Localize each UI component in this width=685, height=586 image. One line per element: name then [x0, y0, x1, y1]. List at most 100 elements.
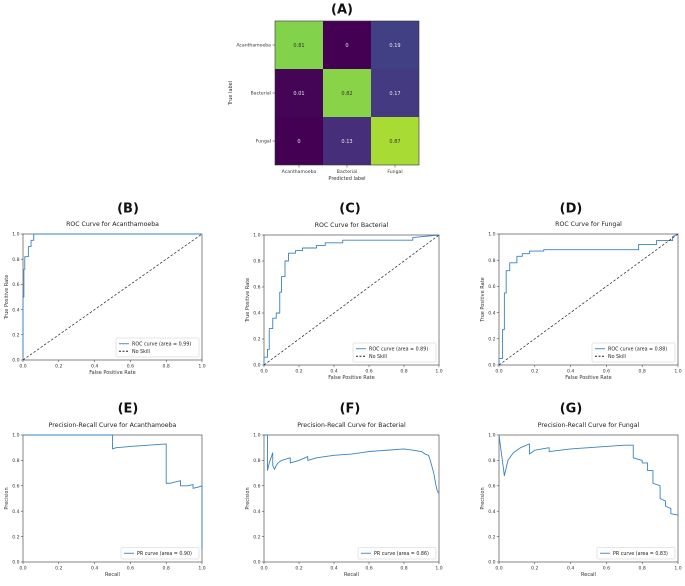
- x-tick-label: 0.2: [55, 364, 62, 370]
- x-tick-label: 0.6: [365, 369, 372, 375]
- heatmap-cell: [275, 21, 323, 69]
- y-tick-label: 0.8: [12, 458, 19, 464]
- heatmap-cell: [275, 69, 323, 117]
- x-tick-label: 0.8: [163, 566, 170, 572]
- x-tick-label: Acanthamoeba: [282, 169, 317, 175]
- y-tick-label: 0.2: [253, 337, 260, 343]
- heatmap-value: 0.82: [341, 91, 352, 97]
- y-tick-label: 0.2: [488, 337, 495, 343]
- x-tick-label: 0.2: [295, 566, 302, 572]
- y-tick-label: 0.6: [488, 284, 495, 290]
- y-tick-label: 0.8: [12, 257, 19, 263]
- panel-letter-f: (F): [340, 402, 361, 417]
- y-axis-label: True Positive Rate: [480, 277, 486, 323]
- plot-frame: [498, 434, 679, 563]
- y-tick-label: 0.8: [488, 458, 495, 464]
- chart-title: Precision-Recall Curve for Fungal: [538, 422, 640, 429]
- legend-box: [596, 547, 676, 560]
- y-tick-label: 0.6: [12, 282, 19, 288]
- x-tick-label: 0.4: [567, 566, 574, 572]
- x-tick-label: 0.8: [163, 364, 170, 370]
- chart-title: ROC Curve for Bacterial: [315, 222, 389, 229]
- x-tick-label: 0.8: [400, 369, 407, 375]
- plot-frame: [263, 234, 440, 366]
- x-axis-label: Recall: [344, 572, 359, 578]
- heatmap-cell: [323, 117, 371, 165]
- x-tick-label: 0.6: [127, 566, 134, 572]
- y-tick-label: Acanthamoeba: [236, 43, 271, 49]
- y-tick-label: 0.0: [12, 560, 19, 566]
- plot-frame: [498, 233, 679, 366]
- y-tick-label: 0.0: [488, 363, 495, 369]
- panel-letter-c: (C): [339, 202, 360, 217]
- curve-line: [498, 434, 679, 516]
- curve-line: [263, 234, 440, 365]
- y-axis-label: True Positive Rate: [245, 278, 251, 324]
- x-tick-label: 0.0: [495, 566, 502, 572]
- panel-letter-a: (A): [331, 3, 353, 18]
- x-tick-label: 0.6: [603, 566, 610, 572]
- legend-box: [120, 547, 200, 560]
- y-tick-label: 0.2: [253, 534, 260, 540]
- x-axis-label: Recall: [105, 572, 120, 578]
- panel-letter-d: (D): [560, 202, 583, 217]
- no-skill-line: [263, 234, 440, 366]
- x-axis-label: Recall: [581, 572, 596, 578]
- heatmap-cell: [275, 117, 323, 165]
- x-tick-label: 0.6: [603, 369, 610, 375]
- y-tick-label: 0.2: [488, 534, 495, 540]
- heatmap-cell: [371, 21, 419, 69]
- y-axis-label: Precision: [4, 487, 10, 509]
- chart-a: 0.81 0 0.19 0.01 0.82 0.17 0 0.13 0.87 Acanthamoe…: [228, 20, 420, 182]
- y-axis-label: True Positive Rate: [4, 275, 10, 321]
- y-tick-label: 0.6: [488, 484, 495, 490]
- legend-box: [352, 342, 437, 363]
- curve-line: [23, 434, 203, 550]
- y-tick-label: 1.0: [488, 433, 495, 439]
- x-tick-label: 0.4: [91, 566, 98, 572]
- panel-letter-b: (B): [117, 202, 139, 217]
- legend-box: [591, 342, 676, 363]
- y-tick-label: 1.0: [488, 232, 495, 238]
- chart-title: ROC Curve for Acanthamoeba: [66, 221, 159, 228]
- legend-label: PR curve (area = 0.90): [137, 551, 192, 557]
- chart-c: ROC Curve for Bacterial 0.0 0.2 0.4 0.6 0.8 1.…: [245, 222, 443, 381]
- chart-d: ROC Curve for Fungal 0.0 0.2 0.4 0.6 0.8 1.0 0.…: [480, 221, 682, 381]
- y-tick-label: 1.0: [12, 232, 19, 238]
- x-tick-label: 0.2: [531, 369, 538, 375]
- heatmap-value: 0: [297, 139, 300, 145]
- y-tick-label: 0.4: [488, 509, 495, 515]
- x-tick-label: 0.4: [330, 369, 337, 375]
- legend-label: ROC curve (area = 0.89): [369, 346, 428, 352]
- x-tick-label: 0.6: [365, 566, 372, 572]
- y-tick-label: 1.0: [253, 433, 260, 439]
- x-axis-label: Predicted label: [328, 176, 365, 182]
- legend-label: No Skill: [608, 354, 626, 360]
- chart-e: Precision-Recall Curve for Acanthamoeba 0…: [4, 422, 206, 578]
- y-tick-label: 0.4: [12, 307, 19, 313]
- plot-frame: [22, 434, 203, 563]
- y-tick-label: Bacterial: [251, 91, 271, 97]
- x-axis-label: False Positive Rate: [328, 375, 374, 381]
- heatmap-value: 0.13: [341, 139, 352, 145]
- legend-box: [357, 547, 437, 560]
- legend-label: PR curve (area = 0.83): [613, 551, 668, 557]
- chart-title: Precision-Recall Curve for Bacterial: [297, 422, 406, 429]
- x-tick-label: 0.4: [330, 566, 337, 572]
- y-tick-label: 0.0: [253, 560, 260, 566]
- chart-title: ROC Curve for Fungal: [555, 221, 622, 228]
- x-tick-label: 0.4: [567, 369, 574, 375]
- x-tick-label: 0.6: [127, 364, 134, 370]
- legend-label: ROC curve (area = 0.88): [608, 346, 667, 352]
- y-tick-label: Fungal: [256, 139, 271, 145]
- x-tick-label: 0.0: [495, 369, 502, 375]
- y-tick-label: 0.0: [488, 560, 495, 566]
- heatmap-value: 0.87: [389, 139, 400, 145]
- x-tick-label: 0.0: [19, 364, 26, 370]
- panel-letter-g: (G): [560, 402, 583, 417]
- y-axis-label: Precision: [480, 487, 486, 509]
- x-tick-label: 0.0: [19, 566, 26, 572]
- x-tick-label: Bacterial: [337, 169, 357, 175]
- curve-line: [22, 233, 202, 360]
